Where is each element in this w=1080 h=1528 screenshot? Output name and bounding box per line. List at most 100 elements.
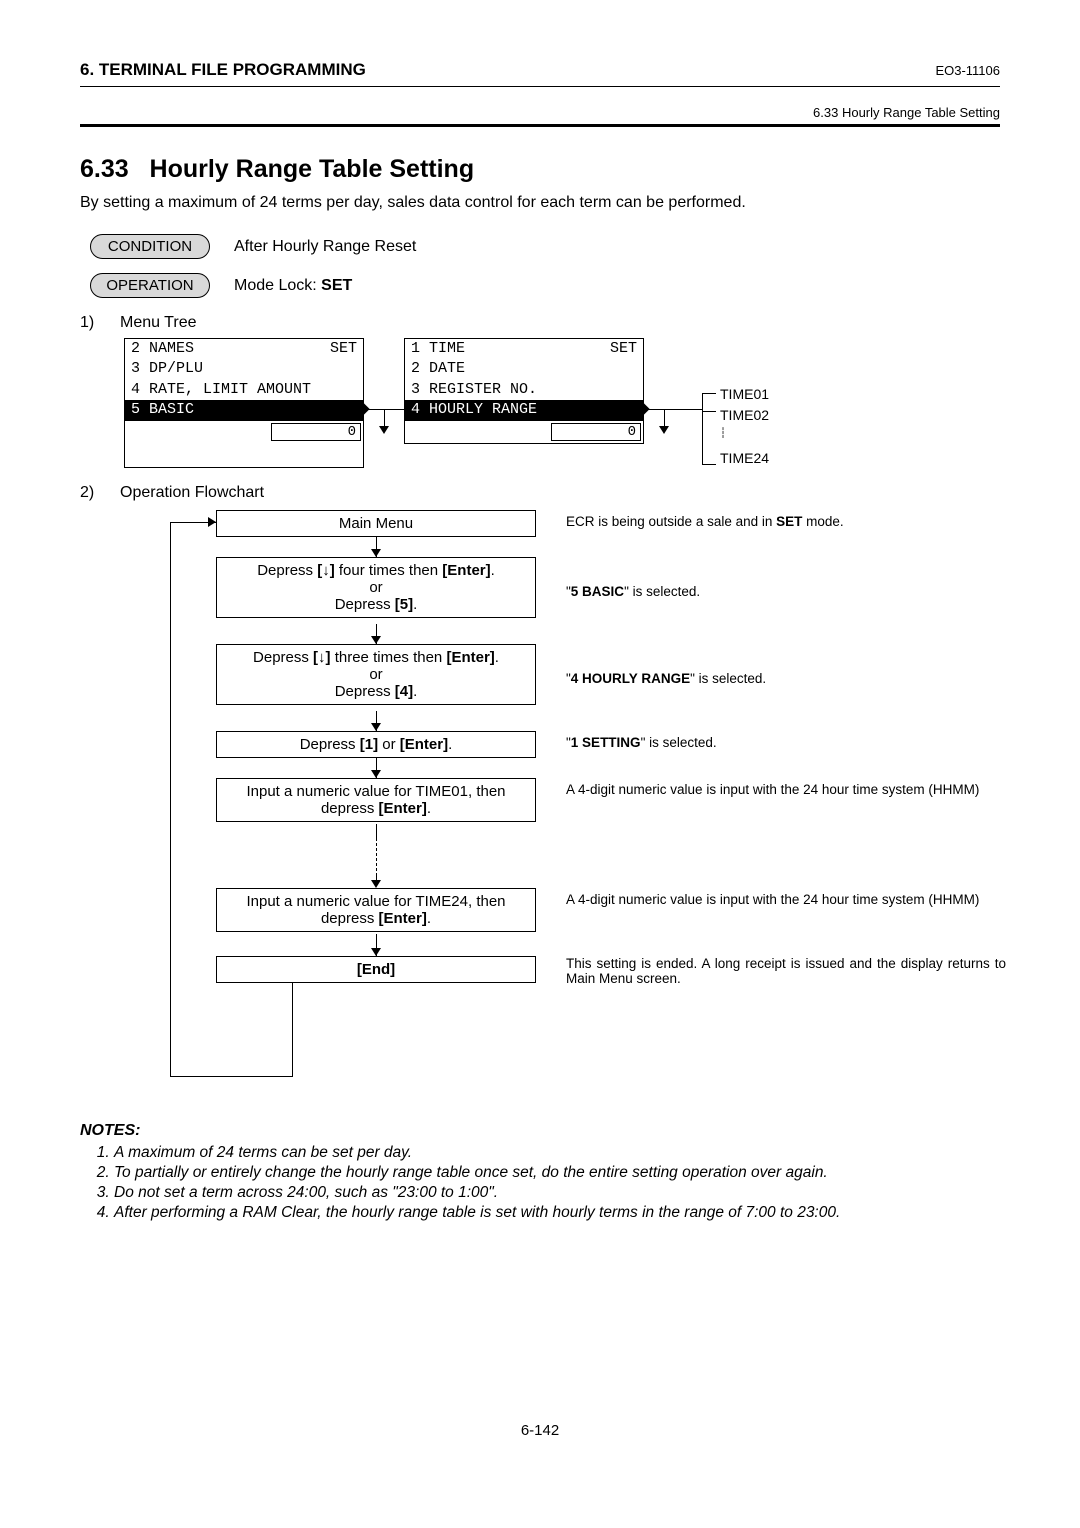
flow-desc-7: This setting is ended. A long receipt is… bbox=[566, 956, 1006, 986]
flow-conn-2-arrow bbox=[371, 636, 381, 644]
tree-bracket-h1 bbox=[702, 393, 716, 394]
tree-bracket-h3 bbox=[702, 464, 716, 465]
connector-2-v bbox=[664, 409, 665, 427]
menu1-row-0: 2 NAMES SET bbox=[125, 339, 363, 359]
item-1-num: 1) bbox=[80, 314, 120, 332]
condition-text: After Hourly Range Reset bbox=[234, 238, 416, 256]
menu2-row-2: 3 REGISTER NO. bbox=[405, 380, 643, 400]
flow-box-4: Depress [1] or [Enter]. bbox=[216, 731, 536, 758]
item-2-label: Operation Flowchart bbox=[120, 484, 264, 502]
section-title: 6.33 Hourly Range Table Setting bbox=[80, 155, 1000, 184]
page: 6. TERMINAL FILE PROGRAMMING EO3-11106 6… bbox=[0, 0, 1080, 1479]
flow-d1a: ECR is being outside a sale and in bbox=[566, 514, 776, 529]
item-1-label: Menu Tree bbox=[120, 314, 196, 332]
flowchart: Main Menu ECR is being outside a sale an… bbox=[126, 510, 1000, 1110]
flow-box-end: [End] bbox=[216, 956, 536, 983]
menu2-row-1: 2 DATE bbox=[405, 359, 643, 379]
menu2-r1: 2 DATE bbox=[411, 359, 465, 379]
section-number: 6.33 bbox=[80, 155, 129, 183]
flow-desc-2: "5 BASIC" is selected. bbox=[566, 584, 1006, 599]
flow-b2-l2: or bbox=[223, 579, 529, 596]
flow-conn-5a bbox=[376, 824, 377, 838]
menu1-r0-left: 2 NAMES bbox=[131, 339, 194, 359]
flow-b1-text: Main Menu bbox=[339, 515, 413, 532]
flow-conn-6-arrow bbox=[371, 948, 381, 956]
flow-box-2: Depress [↓] four times then [Enter]. or … bbox=[216, 557, 536, 618]
note-4: After performing a RAM Clear, the hourly… bbox=[114, 1204, 1000, 1222]
connector-2-arrow bbox=[659, 426, 669, 434]
header-rule bbox=[80, 124, 1000, 127]
page-number: 6-142 bbox=[80, 1422, 1000, 1439]
chapter-title: 6. TERMINAL FILE PROGRAMMING bbox=[80, 60, 366, 80]
flow-conn-4-arrow bbox=[371, 770, 381, 778]
flow-desc-6: A 4-digit numeric value is input with th… bbox=[566, 892, 1006, 907]
flow-d1c: mode. bbox=[802, 514, 843, 529]
flow-box-3: Depress [↓] three times then [Enter]. or… bbox=[216, 644, 536, 705]
tree-time02: TIME02 bbox=[720, 407, 769, 424]
note-3: Do not set a term across 24:00, such as … bbox=[114, 1184, 1000, 1202]
operation-pill: OPERATION bbox=[90, 273, 210, 298]
note-1: A maximum of 24 terms can be set per day… bbox=[114, 1144, 1000, 1162]
tree-bracket-h2 bbox=[702, 411, 716, 412]
menu1-r1: 3 DP/PLU bbox=[131, 359, 203, 379]
flow-conn-5-dashed bbox=[376, 838, 377, 876]
operation-row: OPERATION Mode Lock: SET bbox=[90, 273, 1000, 298]
flow-desc-3: "4 HOURLY RANGE" is selected. bbox=[566, 671, 1006, 686]
tree-time01: TIME01 bbox=[720, 386, 769, 403]
flow-b7-text: [End] bbox=[357, 961, 395, 978]
menu-tree: 2 NAMES SET 3 DP/PLU 4 RATE, LIMIT AMOUNT… bbox=[124, 338, 1000, 468]
item-2-num: 2) bbox=[80, 484, 120, 502]
tree-dots: ┆ bbox=[720, 428, 769, 440]
flow-b2-l3: Depress [5]. bbox=[223, 596, 529, 613]
operation-prefix: Mode Lock: bbox=[234, 277, 321, 294]
menu2-row-3: 4 HOURLY RANGE bbox=[405, 400, 643, 420]
flow-b3-l3: Depress [4]. bbox=[223, 683, 529, 700]
menu1-footer: 0 bbox=[125, 421, 363, 443]
connector-1-arrow bbox=[379, 426, 389, 434]
menu1-row-1: 3 DP/PLU bbox=[125, 359, 363, 379]
flow-box-6: Input a numeric value for TIME24, then d… bbox=[216, 888, 536, 932]
flow-desc-5: A 4-digit numeric value is input with th… bbox=[566, 782, 1006, 797]
flow-conn-1-arrow bbox=[371, 549, 381, 557]
menu2-footer: 0 bbox=[405, 421, 643, 443]
flow-conn-3-arrow bbox=[371, 723, 381, 731]
item-2: 2) Operation Flowchart bbox=[80, 484, 1000, 502]
subsection-ref: 6.33 Hourly Range Table Setting bbox=[80, 105, 1000, 120]
menu1-row-2: 4 RATE, LIMIT AMOUNT bbox=[125, 380, 363, 400]
condition-pill: CONDITION bbox=[90, 234, 210, 259]
intro-text: By setting a maximum of 24 terms per day… bbox=[80, 194, 1000, 212]
flow-d1b: SET bbox=[776, 514, 802, 529]
flow-b3-l1: Depress [↓] three times then [Enter]. bbox=[223, 649, 529, 666]
menu2-r2: 3 REGISTER NO. bbox=[411, 380, 537, 400]
menu2-r0-left: 1 TIME bbox=[411, 339, 465, 359]
flow-b2-l1: Depress [↓] four times then [Enter]. bbox=[223, 562, 529, 579]
tree-time24: TIME24 bbox=[720, 450, 769, 467]
menu2-r0-right: SET bbox=[610, 339, 637, 359]
flow-b3-l2: or bbox=[223, 666, 529, 683]
flow-box-main-menu: Main Menu bbox=[216, 510, 536, 537]
flow-exit-v bbox=[292, 983, 293, 1077]
connector-1-v bbox=[384, 409, 385, 427]
connector-2-h bbox=[644, 409, 702, 410]
flow-desc-4: "1 SETTING" is selected. bbox=[566, 735, 1006, 750]
menu1-footer-val: 0 bbox=[271, 423, 361, 441]
notes-list: A maximum of 24 terms can be set per day… bbox=[80, 1144, 1000, 1222]
note-2: To partially or entirely change the hour… bbox=[114, 1164, 1000, 1182]
menu1-r0-right: SET bbox=[330, 339, 357, 359]
tree-bracket-v bbox=[702, 393, 703, 465]
menu2-r3: 4 HOURLY RANGE bbox=[411, 400, 537, 420]
tree-labels: TIME01 TIME02 ┆ TIME24 bbox=[720, 386, 769, 470]
flow-desc-1: ECR is being outside a sale and in SET m… bbox=[566, 514, 1006, 529]
page-header: 6. TERMINAL FILE PROGRAMMING EO3-11106 bbox=[80, 60, 1000, 87]
item-1: 1) Menu Tree bbox=[80, 314, 1000, 332]
notes-section: NOTES: A maximum of 24 terms can be set … bbox=[80, 1122, 1000, 1222]
notes-title: NOTES: bbox=[80, 1122, 1000, 1140]
operation-value: SET bbox=[321, 277, 352, 294]
flow-box-5: Input a numeric value for TIME01, then d… bbox=[216, 778, 536, 822]
condition-row: CONDITION After Hourly Range Reset bbox=[90, 234, 1000, 259]
flow-entry-arrow bbox=[208, 517, 216, 527]
flow-conn-5-arrow bbox=[371, 880, 381, 888]
menu2-row-0: 1 TIME SET bbox=[405, 339, 643, 359]
doc-ref: EO3-11106 bbox=[935, 63, 1000, 78]
operation-text: Mode Lock: SET bbox=[234, 277, 352, 295]
